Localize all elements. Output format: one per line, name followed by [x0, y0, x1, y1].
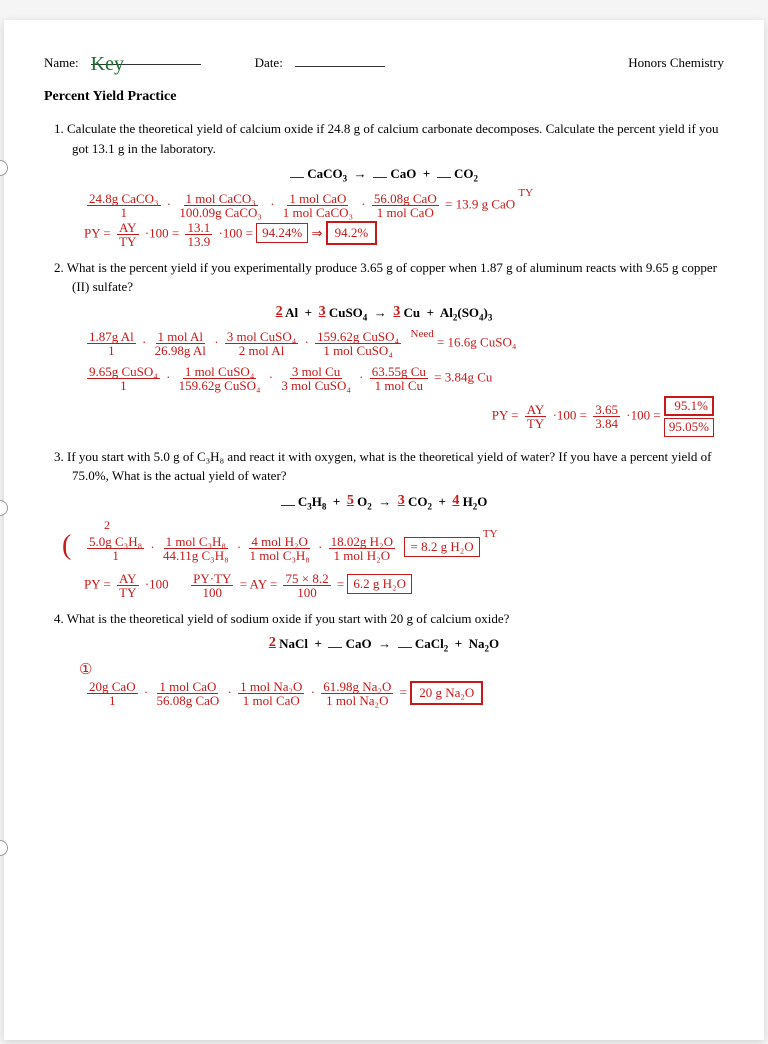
q2-answer-a: 95.1% — [664, 396, 714, 416]
worksheet-page: Name: Key Date: Honors Chemistry Percent… — [4, 20, 764, 1040]
name-value: Key — [91, 53, 124, 75]
date-blank — [295, 52, 385, 67]
header: Name: Key Date: Honors Chemistry — [44, 50, 724, 71]
equation-2: 2 Al + 3 CuSO4 → 3 Cu + Al2(SO4)3 — [44, 305, 724, 323]
q4-work: 20g CaO1 · 1 mol CaO56.08g CaO · 1 mol N… — [84, 680, 724, 707]
q2-py: PY = AYTY ·100 = 3.653.84 ·100 = 95.1% 9… — [84, 396, 714, 437]
q3-py: PY = AYTY ·100 PY·TY100 = AY = 75 × 8.21… — [84, 572, 724, 599]
q1-work-line2: PY = AYTY ·100 = 13.113.9 ·100 = 94.24% … — [84, 221, 724, 248]
hole-punch — [0, 840, 8, 856]
question-2: 2. What is the percent yield if you expe… — [72, 258, 724, 297]
q3-note: 2 — [104, 519, 724, 532]
equation-3: C3H8 + 5 O2 → 3 CO2 + 4 H2O — [44, 494, 724, 512]
q1-answer-final: 94.2% — [326, 221, 378, 245]
equation-1: CaCO3 → CaO + CO2 — [44, 166, 724, 184]
q2-work-al: 1.87g Al1 · 1 mol Al26.98g Al · 3 mol Cu… — [84, 330, 724, 357]
question-3: 3. If you start with 5.0 g of C₃H₈ and r… — [72, 447, 724, 486]
q2-answer-b: 95.05% — [664, 418, 714, 436]
equation-4: 2 NaCl + CaO → CaCl2 + Na2O — [44, 636, 724, 654]
hole-punch — [0, 160, 8, 176]
hole-punch — [0, 500, 8, 516]
name-label: Name: — [44, 55, 79, 71]
q3-work: ( 5.0g C₃H₈1 · 1 mol C₃H₈44.11g C₃H₈ · 4… — [84, 535, 724, 562]
worksheet-title: Percent Yield Practice — [44, 89, 724, 105]
q1-answer-intermediate: 94.24% — [256, 223, 308, 243]
q3-ty-answer: = 8.2 g H₂O — [404, 537, 479, 557]
q1-work-line1: 24.8g CaCO₃1 · 1 mol CaCO₃100.09g CaCO₃ … — [84, 192, 724, 219]
question-4: 4. What is the theoretical yield of sodi… — [72, 609, 724, 629]
date-label: Date: — [255, 55, 283, 71]
question-1: 1. Calculate the theoretical yield of ca… — [72, 119, 724, 158]
q3-ay-answer: 6.2 g H₂O — [347, 574, 412, 594]
course-title: Honors Chemistry — [628, 55, 724, 71]
q2-work-cu: 9.65g CuSO₄1 · 1 mol CuSO₄159.62g CuSO₄ … — [84, 365, 724, 392]
q4-circled: ① — [79, 662, 724, 679]
q4-answer: 20 g Na₂O — [410, 681, 483, 705]
name-blank: Key — [91, 50, 201, 65]
